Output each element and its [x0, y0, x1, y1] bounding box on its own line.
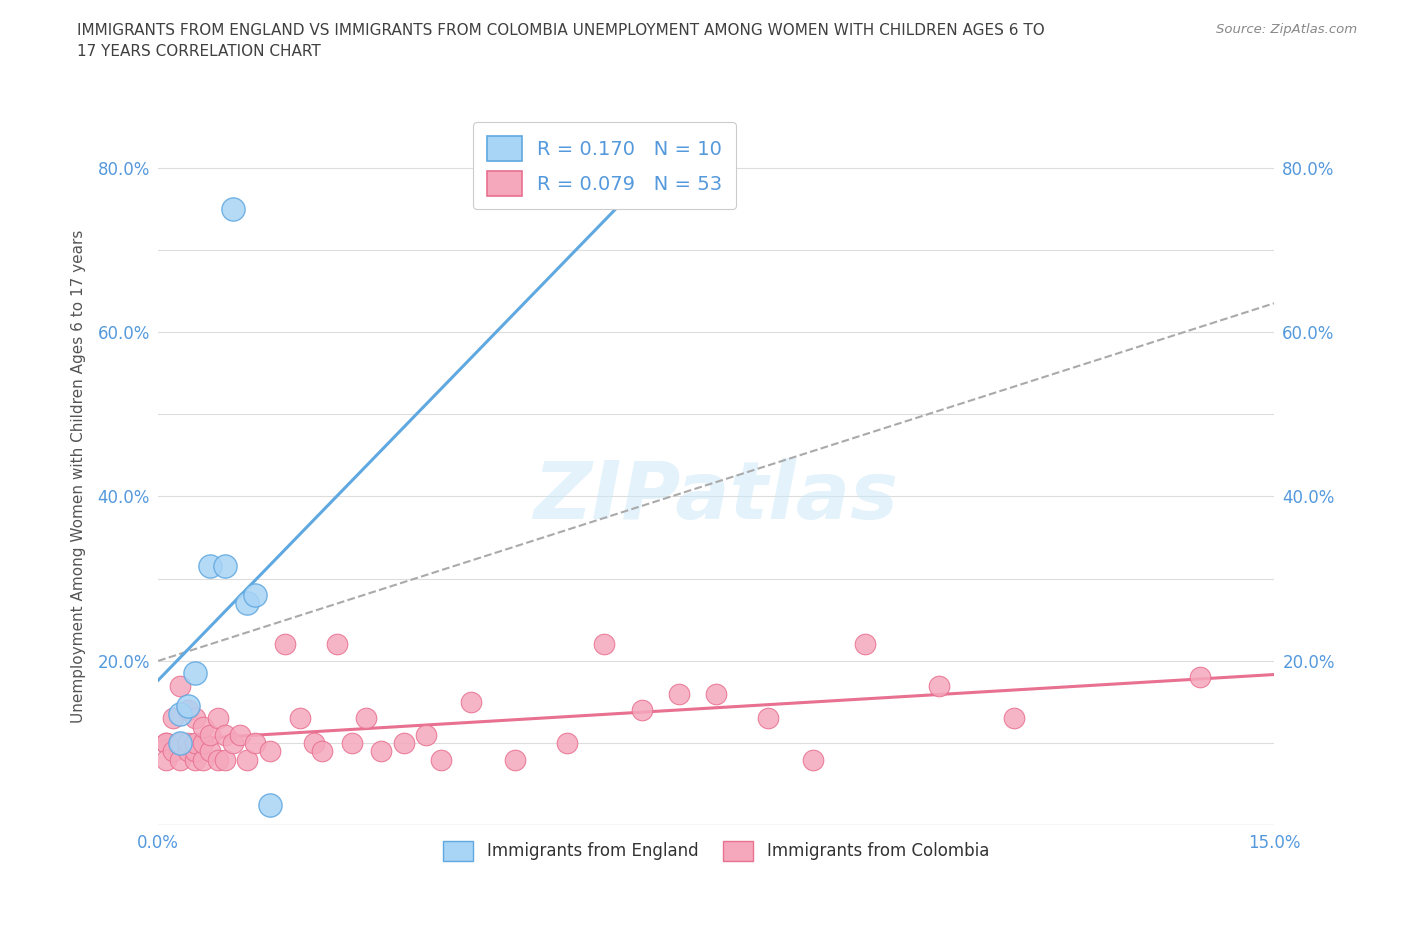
- Point: [169, 752, 191, 767]
- Point: [236, 596, 259, 611]
- Point: [169, 736, 191, 751]
- Point: [191, 719, 214, 734]
- Point: [356, 711, 378, 725]
- Point: [221, 736, 243, 751]
- Point: [207, 711, 229, 725]
- Point: [184, 752, 207, 767]
- Point: [169, 736, 191, 751]
- Point: [214, 752, 236, 767]
- Point: [668, 686, 690, 701]
- Point: [191, 752, 214, 767]
- Point: [184, 711, 207, 725]
- Point: [155, 752, 177, 767]
- Point: [1002, 711, 1025, 725]
- Point: [311, 744, 333, 759]
- Point: [169, 678, 191, 693]
- Point: [200, 727, 222, 742]
- Point: [155, 736, 177, 751]
- Point: [243, 588, 266, 603]
- Point: [177, 736, 200, 751]
- Point: [325, 637, 347, 652]
- Point: [243, 736, 266, 751]
- Point: [503, 752, 526, 767]
- Point: [460, 695, 482, 710]
- Point: [304, 736, 326, 751]
- Text: ZIPatlas: ZIPatlas: [533, 458, 898, 536]
- Point: [236, 752, 259, 767]
- Point: [392, 736, 415, 751]
- Point: [928, 678, 950, 693]
- Point: [756, 711, 779, 725]
- Point: [177, 744, 200, 759]
- Point: [169, 707, 191, 722]
- Point: [214, 727, 236, 742]
- Point: [288, 711, 311, 725]
- Point: [273, 637, 295, 652]
- Text: IMMIGRANTS FROM ENGLAND VS IMMIGRANTS FROM COLOMBIA UNEMPLOYMENT AMONG WOMEN WIT: IMMIGRANTS FROM ENGLAND VS IMMIGRANTS FR…: [77, 23, 1045, 60]
- Point: [184, 666, 207, 681]
- Point: [1188, 670, 1211, 684]
- Point: [259, 744, 281, 759]
- Point: [229, 727, 252, 742]
- Point: [555, 736, 578, 751]
- Point: [155, 736, 177, 751]
- Point: [630, 703, 652, 718]
- Text: Source: ZipAtlas.com: Source: ZipAtlas.com: [1216, 23, 1357, 36]
- Point: [593, 637, 616, 652]
- Point: [801, 752, 824, 767]
- Y-axis label: Unemployment Among Women with Children Ages 6 to 17 years: Unemployment Among Women with Children A…: [72, 230, 86, 723]
- Point: [162, 744, 184, 759]
- Point: [704, 686, 727, 701]
- Point: [191, 736, 214, 751]
- Point: [184, 736, 207, 751]
- Point: [207, 752, 229, 767]
- Point: [340, 736, 363, 751]
- Point: [415, 727, 437, 742]
- Point: [221, 202, 243, 217]
- Point: [430, 752, 453, 767]
- Point: [177, 698, 200, 713]
- Point: [853, 637, 876, 652]
- Point: [184, 744, 207, 759]
- Point: [177, 703, 200, 718]
- Point: [370, 744, 392, 759]
- Legend: Immigrants from England, Immigrants from Colombia: Immigrants from England, Immigrants from…: [436, 834, 995, 868]
- Point: [214, 559, 236, 574]
- Point: [200, 559, 222, 574]
- Point: [162, 711, 184, 725]
- Point: [259, 797, 281, 812]
- Point: [200, 744, 222, 759]
